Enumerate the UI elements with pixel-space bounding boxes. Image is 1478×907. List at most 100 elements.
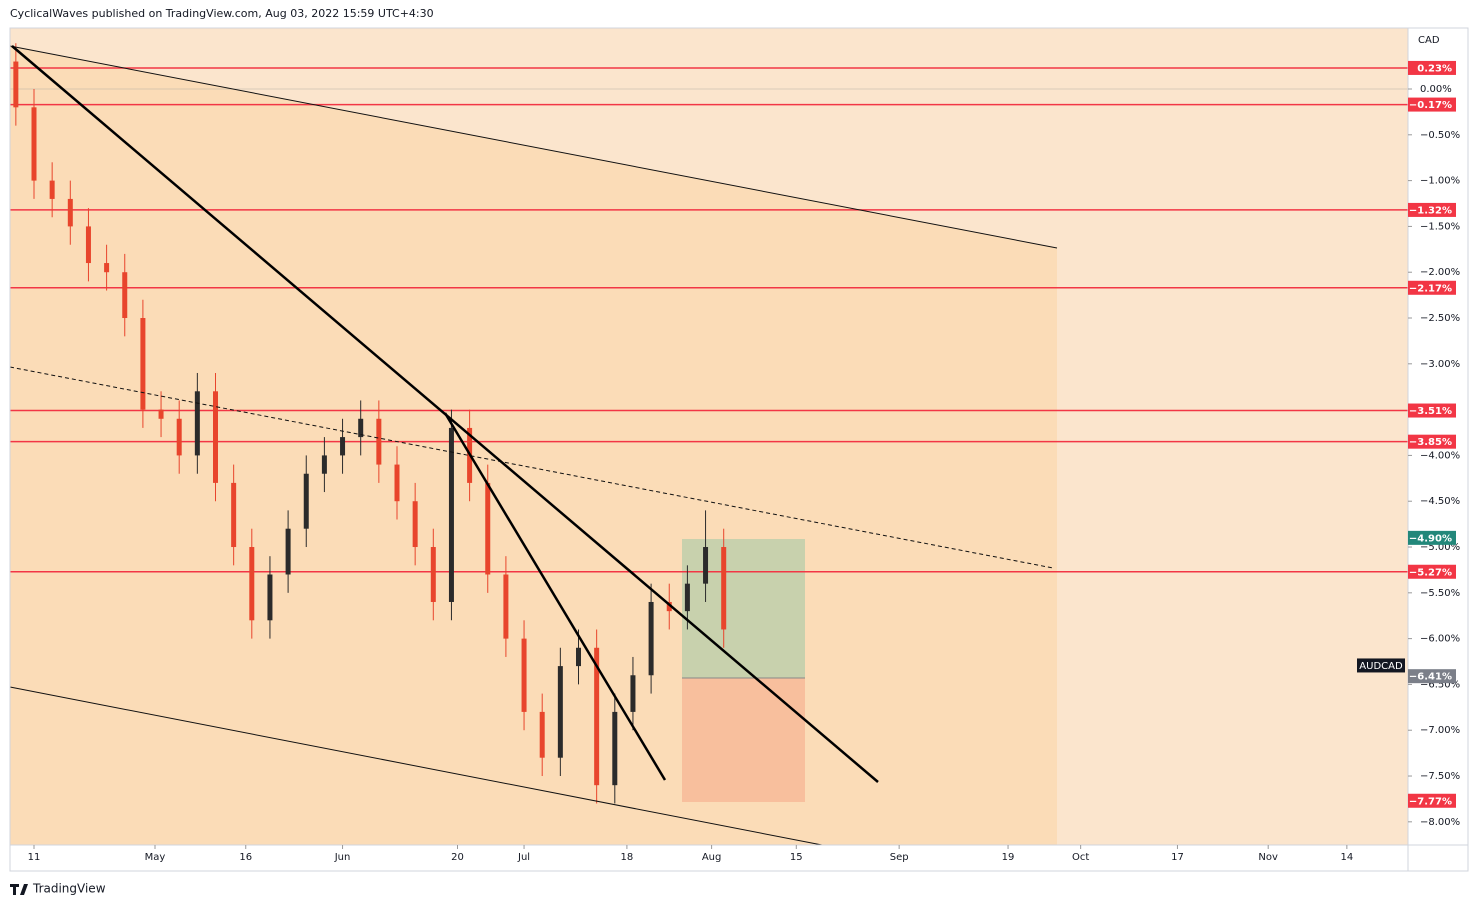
level-badge	[1408, 793, 1456, 808]
candle-body	[521, 638, 527, 712]
level-label: −1.32%	[1409, 205, 1452, 216]
y-tick-label: −0.50%	[1420, 130, 1460, 141]
x-tick-label: 14	[1340, 852, 1353, 863]
y-tick-label: 0.00%	[1420, 84, 1452, 95]
candle-body	[231, 482, 237, 548]
y-tick-label: −4.00%	[1420, 450, 1460, 461]
candle-body	[612, 711, 618, 786]
candle-body	[194, 391, 200, 456]
candle-body	[13, 61, 19, 108]
level-badge	[1408, 202, 1456, 217]
y-tick-label: −2.50%	[1420, 313, 1460, 324]
candle-body	[721, 547, 727, 630]
x-tick-label: 16	[239, 852, 252, 863]
frame	[9, 27, 1469, 872]
candle-body	[394, 464, 400, 502]
candle-body	[104, 263, 110, 273]
currency-label: CAD	[1418, 35, 1440, 46]
candle-body	[539, 711, 545, 758]
y-tick-label: −1.00%	[1420, 176, 1460, 187]
candle-body	[485, 482, 491, 575]
y-tick-label: −7.00%	[1420, 725, 1460, 736]
candle-body	[684, 583, 690, 612]
candle-body	[31, 107, 37, 181]
candle-body	[358, 418, 364, 438]
candle-body	[213, 391, 218, 483]
candle-body	[285, 528, 291, 575]
tv-logo	[10, 884, 28, 895]
candle-body	[122, 272, 128, 319]
symbol-badge	[1357, 658, 1405, 673]
candle-body	[340, 437, 346, 456]
x-tick-label: 17	[1171, 852, 1184, 863]
header-text: CyclicalWaves published on TradingView.c…	[10, 7, 434, 20]
profit-zone	[682, 539, 805, 678]
footer-brand: TradingView	[32, 882, 106, 896]
level-label: −2.17%	[1409, 283, 1452, 294]
candle-body	[140, 318, 146, 410]
candle-body	[267, 574, 273, 621]
x-tick-label: Nov	[1258, 852, 1278, 863]
y-tick-label: −1.50%	[1420, 221, 1460, 232]
x-tick-label: 20	[451, 852, 464, 863]
candle-body	[176, 418, 182, 456]
candle-body	[648, 601, 654, 676]
symbol-label: AUDCAD	[1359, 661, 1403, 672]
candle-body	[412, 501, 418, 548]
channel-top	[9, 45, 1058, 249]
level-badge	[1408, 60, 1456, 75]
x-tick-label: 11	[28, 852, 41, 863]
level-badge	[1408, 530, 1456, 545]
level-label: −0.17%	[1409, 100, 1452, 111]
x-tick-label: Aug	[702, 852, 722, 863]
candle-body	[557, 666, 563, 758]
x-tick-label: 19	[1002, 852, 1015, 863]
x-tick-label: Oct	[1072, 852, 1089, 863]
candle-body	[576, 647, 581, 667]
level-label: −5.27%	[1409, 567, 1452, 578]
y-tick-label: −6.50%	[1420, 679, 1460, 690]
channel-bottom	[9, 686, 823, 846]
level-label: −4.90%	[1409, 533, 1452, 544]
candle-body	[666, 601, 672, 612]
channel-mid	[9, 366, 1054, 569]
level-badge	[1408, 280, 1456, 295]
candle-body	[49, 180, 55, 199]
y-tick-label: −5.50%	[1420, 588, 1460, 599]
candle-body	[430, 547, 436, 602]
candle-body	[303, 473, 309, 529]
trendline	[443, 412, 667, 781]
level-badge	[1408, 434, 1456, 449]
y-tick-label: −8.00%	[1420, 817, 1460, 828]
candle-body	[448, 427, 454, 602]
candle-body	[703, 547, 709, 584]
y-tick-label: −6.00%	[1420, 634, 1460, 645]
level-label: −7.77%	[1409, 796, 1452, 807]
candle-body	[249, 547, 255, 621]
candle-body	[85, 226, 91, 264]
y-tick-label: −2.00%	[1420, 267, 1460, 278]
level-badge	[1408, 669, 1456, 684]
level-label: 0.23%	[1417, 63, 1452, 74]
candle-body	[67, 198, 73, 227]
stop-zone	[682, 678, 805, 802]
candle-body	[158, 409, 164, 419]
x-tick-label: 15	[790, 852, 803, 863]
y-tick-label: −3.00%	[1420, 359, 1460, 370]
candle-body	[376, 418, 382, 465]
level-badge	[1408, 403, 1456, 418]
x-tick-label: 18	[621, 852, 634, 863]
x-tick-label: Jun	[334, 852, 351, 863]
y-tick-label: −7.50%	[1420, 771, 1460, 782]
level-label: −3.51%	[1409, 406, 1452, 417]
level-label: −3.85%	[1409, 437, 1452, 448]
candle-body	[321, 455, 327, 474]
x-tick-label: May	[145, 852, 166, 863]
candle-body	[630, 675, 636, 712]
x-tick-label: Sep	[890, 852, 909, 863]
y-tick-label: −5.00%	[1420, 542, 1460, 553]
level-label: −6.41%	[1409, 672, 1452, 683]
y-tick-label: −4.50%	[1420, 496, 1460, 507]
level-badge	[1408, 564, 1456, 579]
